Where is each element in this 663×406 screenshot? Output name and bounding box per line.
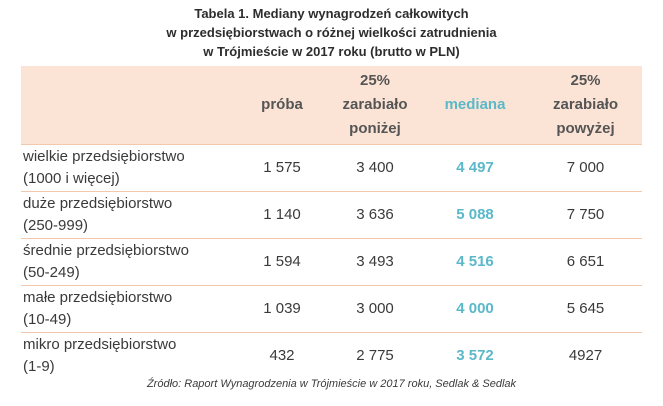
title-line-1: Tabela 1. Mediany wynagrodzeń całkowityc… (194, 6, 469, 21)
source-note: Źródło: Raport Wynagrodzenia w Trójmieśc… (146, 378, 517, 390)
row-name-line-2: (10-49) (23, 310, 72, 328)
row-name-line-2: (1000 i więcej) (23, 169, 120, 187)
table-row: mikro przedsiębiorstwo (1-9) 432 2 775 3 … (21, 332, 642, 379)
table-title: Tabela 1. Mediany wynagrodzeń całkowityc… (0, 4, 663, 61)
cell-median: 4 497 (456, 159, 494, 176)
cell-median: 4 516 (456, 253, 494, 270)
cell-below: 3 400 (356, 159, 394, 176)
title-line-3: w Trójmieście w 2017 roku (brutto w PLN) (203, 44, 460, 59)
row-name-line-1: małe przedsiębiorstwo (23, 288, 173, 306)
row-name: mikro przedsiębiorstwo (1-9) (21, 332, 235, 379)
salary-table: próba 25% zarabiało poniżej mediana 25% … (21, 66, 642, 379)
cell-proba: 1 575 (263, 159, 301, 176)
table-row: średnie przedsiębiorstwo (50-249) 1 594 3… (21, 238, 642, 285)
row-name: duże przedsiębiorstwo (250-999) (21, 191, 235, 238)
table-row: wielkie przedsiębiorstwo (1000 i więcej) … (21, 144, 642, 191)
header-above-line-2: zarabiało (552, 95, 619, 113)
header-below-line-3: poniżej (349, 119, 401, 137)
title-line-2: w przedsiębiorstwach o różnej wielkości … (166, 25, 497, 40)
cell-proba: 1 039 (263, 300, 301, 317)
row-name-line-1: średnie przedsiębiorstwo (23, 241, 189, 259)
cell-above: 5 645 (566, 300, 605, 317)
row-name-line-1: duże przedsiębiorstwo (23, 194, 173, 212)
row-name: średnie przedsiębiorstwo (50-249) (21, 238, 235, 285)
table-row: małe przedsiębiorstwo (10-49) 1 039 3 000… (21, 285, 642, 332)
header-above-line-3: powyżej (556, 119, 615, 137)
cell-proba: 1 140 (263, 206, 301, 223)
table-header-row: próba 25% zarabiało poniżej mediana 25% … (21, 66, 642, 144)
header-above: 25% zarabiało powyżej (529, 66, 642, 144)
cell-above: 6 651 (566, 253, 605, 270)
header-proba: próba (261, 95, 303, 113)
row-name: wielkie przedsiębiorstwo (1000 i więcej) (21, 144, 235, 191)
row-name-line-2: (50-249) (23, 263, 80, 281)
cell-below: 3 493 (356, 253, 394, 270)
row-name-line-1: wielkie przedsiębiorstwo (23, 147, 185, 165)
cell-proba: 432 (269, 347, 295, 365)
cell-median: 5 088 (456, 206, 494, 223)
table-row: duże przedsiębiorstwo (250-999) 1 140 3 6… (21, 191, 642, 238)
cell-below: 3 636 (356, 206, 394, 223)
header-below-line-2: zarabiało (342, 95, 408, 113)
cell-median: 4 000 (456, 300, 494, 317)
cell-above: 7 750 (566, 206, 605, 223)
row-name-line-2: (1-9) (23, 357, 55, 375)
cell-proba: 1 594 (263, 253, 301, 270)
header-above-line-1: 25% (570, 71, 601, 89)
row-name-line-1: mikro przedsiębiorstwo (23, 335, 177, 353)
header-mediana: mediana (444, 95, 506, 113)
cell-above: 7 000 (566, 159, 605, 176)
row-name: małe przedsiębiorstwo (10-49) (21, 285, 235, 332)
header-below: 25% zarabiało poniżej (329, 66, 421, 144)
cell-below: 2 775 (356, 347, 394, 365)
row-name-line-2: (250-999) (23, 216, 89, 234)
header-below-line-1: 25% (359, 71, 391, 89)
cell-above: 4927 (568, 347, 603, 365)
cell-median: 3 572 (456, 347, 494, 365)
cell-below: 3 000 (356, 300, 394, 317)
header-category (21, 66, 235, 144)
